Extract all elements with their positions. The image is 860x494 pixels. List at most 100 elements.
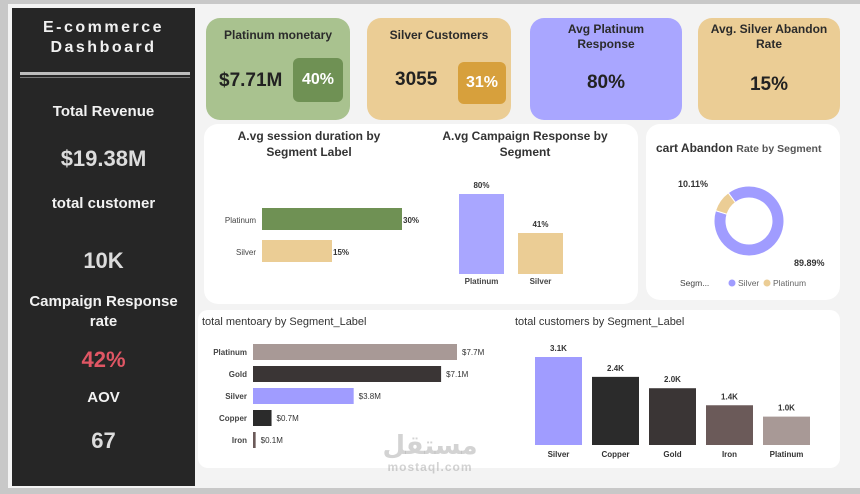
bar-data-label: 2.4K <box>607 364 624 373</box>
kpi-title-line-2: Response <box>577 37 635 51</box>
bar-category-label: Copper <box>219 414 247 423</box>
campaign-response-label-line-2: rate <box>89 313 118 330</box>
bar-platinum[interactable] <box>253 344 457 360</box>
kpi-title-line-1: Avg Platinum <box>567 22 645 36</box>
watermark-arabic: مستقل <box>382 430 478 460</box>
cart-abandon-panel: cart Abandon Rate by Segment 10.11% 89.89… <box>646 124 840 300</box>
segment-charts-panel: A.vg session duration by Segment Label P… <box>204 124 638 304</box>
chart-title-part-2: Rate by Segment <box>736 143 822 155</box>
bar-category-label: Platinum <box>770 450 804 459</box>
total-customer-value: 10K <box>83 248 124 273</box>
bar-data-label: $3.8M <box>359 392 382 401</box>
bar-category-label: Platinum <box>213 348 247 357</box>
bar-category-label: Gold <box>229 370 247 379</box>
campaign-response-chart-title: A.vg Campaign Response by Segment <box>430 128 620 160</box>
kpi-value: $7.71M <box>219 70 283 91</box>
cart-abandon-chart-title: cart Abandon Rate by Segment <box>656 141 821 155</box>
kpi-title: Silver Customers <box>389 28 489 42</box>
bottom-charts-panel: total mentoary by Segment_Label Platinum… <box>198 310 840 468</box>
bar-category-label: Silver <box>548 450 570 459</box>
dashboard-canvas: E-commerce Dashboard Total Revenue $19.3… <box>8 4 860 488</box>
bar-data-label: 41% <box>532 220 548 229</box>
kpi-value: 80% <box>586 72 626 93</box>
kpi-value: 3055 <box>395 69 438 90</box>
kpi-title: Platinum monetary <box>223 28 333 42</box>
bar-data-label: $7.7M <box>462 348 485 357</box>
bar-iron[interactable] <box>706 405 753 445</box>
chart-title-part-1: cart Abandon <box>656 141 733 155</box>
legend-item-platinum[interactable]: Platinum <box>773 278 806 288</box>
kpi-percentage-badge: 40% <box>293 58 343 102</box>
bar-silver[interactable] <box>518 233 563 274</box>
donut-label-silver: 89.89% <box>794 258 825 268</box>
donut-label-platinum: 10.11% <box>678 179 708 189</box>
total-revenue-label: Total Revenue <box>52 103 155 120</box>
bar-category-label: Copper <box>602 450 630 459</box>
bar-data-label: $0.7M <box>277 414 300 423</box>
total-customers-chart-title: total customers by Segment_Label <box>515 316 685 328</box>
sidebar: E-commerce Dashboard Total Revenue $19.3… <box>12 8 195 486</box>
bar-copper[interactable] <box>592 376 639 445</box>
campaign-response-label-line-1: Campaign Response <box>29 293 178 310</box>
total-revenue-value: $19.38M <box>60 146 147 171</box>
donut-slice-platinum[interactable] <box>714 192 737 215</box>
bar-category-label: Platinum <box>465 277 499 286</box>
chart-title-line-2: Segment <box>499 145 551 159</box>
legend-item-silver[interactable]: Silver <box>738 278 759 288</box>
bar-iron[interactable] <box>253 432 256 448</box>
bar-data-label: 30% <box>403 216 419 225</box>
bar-data-label: 1.4K <box>721 392 738 401</box>
bar-category-label: Silver <box>236 248 256 257</box>
bar-gold[interactable] <box>253 366 442 382</box>
kpi-title-line-2: Rate <box>755 37 782 51</box>
campaign-response-label: Campaign Response rate <box>12 292 195 332</box>
title-divider <box>20 72 190 75</box>
donut-slice-silver[interactable] <box>713 185 785 257</box>
bar-platinum[interactable] <box>262 208 402 230</box>
kpi-avg-platinum-response: Avg Platinum Response 80% <box>530 18 682 120</box>
chart-title-line-1: A.vg Campaign Response by <box>442 129 608 143</box>
bar-data-label: 15% <box>333 248 349 257</box>
total-monetary-chart-title: total mentoary by Segment_Label <box>202 316 367 328</box>
aov-value: 67 <box>91 428 116 453</box>
bar-gold[interactable] <box>649 388 696 445</box>
bar-category-label: Iron <box>232 436 247 445</box>
legend-swatch-platinum <box>763 279 771 287</box>
kpi-platinum-monetary: Platinum monetary $7.71M 40% <box>206 18 350 120</box>
kpi-avg-silver-abandon: Avg. Silver Abandon Rate 15% <box>698 18 840 120</box>
bar-data-label: 2.0K <box>664 375 681 384</box>
aov-label: AOV <box>87 389 120 406</box>
bar-category-label: Silver <box>530 277 552 286</box>
bar-copper[interactable] <box>253 410 272 426</box>
title-line-1: E-commerce <box>42 19 165 36</box>
kpi-title: Avg. Silver Abandon Rate <box>698 22 840 52</box>
bar-silver[interactable] <box>535 357 582 445</box>
chart-title-line-1: A.vg session duration by <box>237 129 381 143</box>
session-duration-chart: Platinum 30% Silver 15% <box>225 208 419 262</box>
bar-category-label: Gold <box>663 450 681 459</box>
legend-title: Segm... <box>680 278 709 288</box>
kpi-percentage-badge: 31% <box>458 62 506 104</box>
kpi-title: Avg Platinum Response <box>530 22 682 52</box>
bar-category-label: Iron <box>722 450 737 459</box>
bar-silver[interactable] <box>262 240 332 262</box>
total-customer-label: total customer <box>51 195 156 212</box>
bar-platinum[interactable] <box>763 416 810 445</box>
watermark-logo: مستقل mostaql.com <box>375 430 485 474</box>
bar-silver[interactable] <box>253 388 354 404</box>
total-customers-chart: 3.1K Silver 2.4K Copper 2.0K Gold 1.4K Iron 1.0K… <box>535 344 810 459</box>
bar-data-label: 3.1K <box>550 344 567 353</box>
session-duration-chart-title: A.vg session duration by Segment Label <box>220 128 398 160</box>
title-divider-thin <box>20 77 190 78</box>
bar-data-label: $7.1M <box>446 370 469 379</box>
watermark-latin: mostaql.com <box>387 460 473 474</box>
kpi-title-line-1: Avg. Silver Abandon <box>710 22 828 36</box>
total-monetary-chart: Platinum $7.7M Gold $7.1M Silver $3.8M Copper $… <box>213 344 485 448</box>
campaign-response-chart: 80% Platinum 41% Silver <box>459 181 563 286</box>
kpi-silver-customers: Silver Customers 3055 31% <box>367 18 511 120</box>
bar-data-label: $0.1M <box>261 436 284 445</box>
kpi-value: 15% <box>749 74 789 95</box>
chart-title-line-2: Segment Label <box>266 145 352 159</box>
bar-platinum[interactable] <box>459 194 504 274</box>
